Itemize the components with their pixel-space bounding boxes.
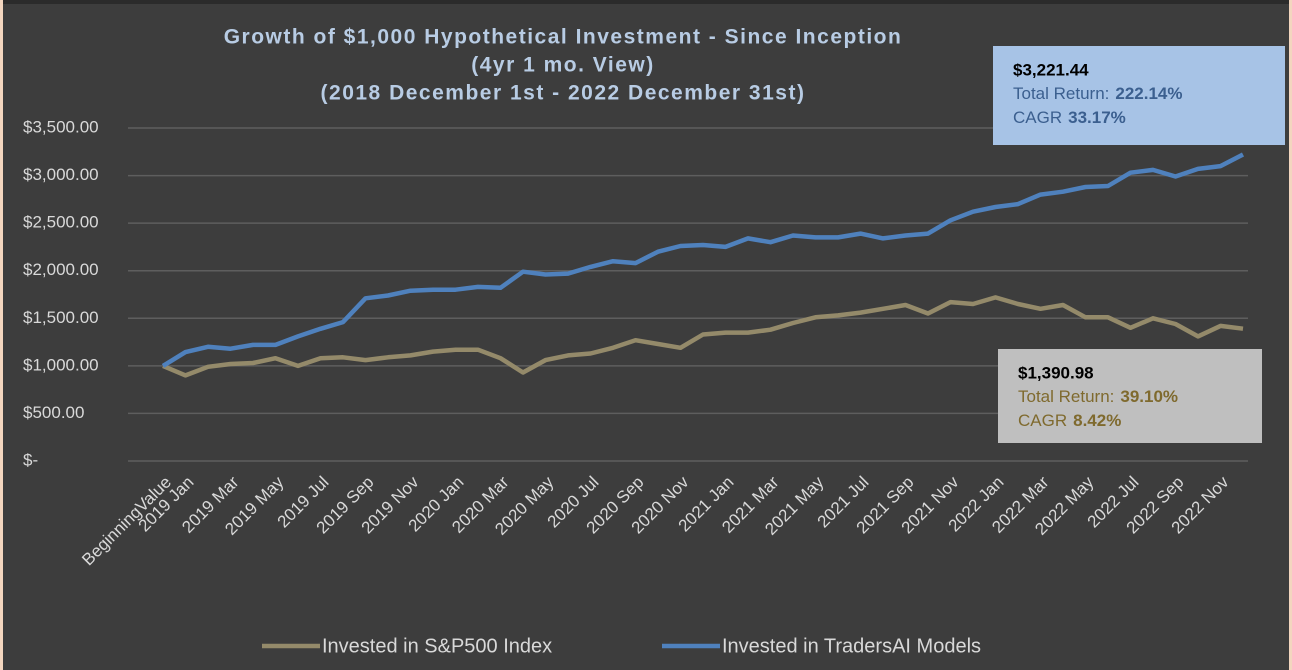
annotation-cagr: CAGR 33.17% bbox=[1013, 108, 1126, 127]
chart-subtitle: (2018 December 1st - 2022 December 31st) bbox=[321, 82, 806, 105]
series-line bbox=[162, 295, 1244, 378]
total-return-label: Total Return: bbox=[1013, 84, 1109, 103]
annotation-box bbox=[993, 46, 1285, 145]
annotation-total-return: Total Return: 222.14% bbox=[1013, 84, 1183, 103]
chart-subtitle: (4yr 1 mo. View) bbox=[471, 54, 655, 77]
cagr-value: 8.42% bbox=[1073, 411, 1121, 430]
y-tick-label: $- bbox=[23, 450, 38, 469]
y-tick-label: $3,500.00 bbox=[23, 117, 99, 136]
top-bar bbox=[3, 0, 1289, 4]
total-return-label: Total Return: bbox=[1018, 387, 1114, 406]
annotation-total-return: Total Return: 39.10% bbox=[1018, 387, 1178, 406]
total-return-value: 222.14% bbox=[1115, 84, 1182, 103]
annotation-value: $3,221.44 bbox=[1013, 60, 1089, 79]
y-tick-label: $1,000.00 bbox=[23, 355, 99, 374]
cagr-value: 33.17% bbox=[1068, 108, 1126, 127]
y-tick-label: $2,000.00 bbox=[23, 260, 99, 279]
chart-title: Growth of $1,000 Hypothetical Investment… bbox=[224, 26, 903, 49]
total-return-value: 39.10% bbox=[1120, 387, 1178, 406]
annotation-value: $1,390.98 bbox=[1018, 363, 1094, 382]
legend-label: Invested in TradersAI Models bbox=[722, 635, 981, 657]
y-tick-label: $3,000.00 bbox=[23, 165, 99, 184]
y-tick-label: $500.00 bbox=[23, 403, 84, 422]
cagr-label: CAGR bbox=[1013, 108, 1062, 127]
annotation-cagr: CAGR 8.42% bbox=[1018, 411, 1121, 430]
legend-label: Invested in S&P500 Index bbox=[322, 635, 552, 657]
series-line bbox=[161, 152, 1245, 368]
annotation-box bbox=[998, 349, 1262, 443]
y-tick-label: $1,500.00 bbox=[23, 308, 99, 327]
cagr-label: CAGR bbox=[1018, 411, 1067, 430]
y-tick-label: $2,500.00 bbox=[23, 213, 99, 232]
